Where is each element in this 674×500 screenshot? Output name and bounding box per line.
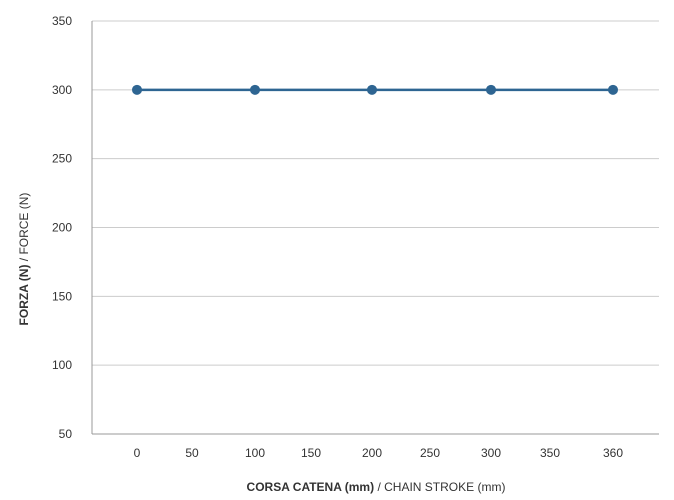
- x-tick-label: 150: [301, 446, 321, 460]
- y-axis-title: FORZA (N) / FORCE (N): [17, 193, 31, 326]
- x-tick-label: 360: [603, 446, 623, 460]
- x-tick-label: 0: [134, 446, 141, 460]
- x-tick-label: 250: [420, 446, 440, 460]
- y-tick-label: 50: [59, 427, 73, 441]
- axes: [91, 21, 659, 435]
- x-tick-label: 300: [481, 446, 501, 460]
- y-tick-label: 200: [52, 221, 72, 235]
- x-tick-label: 350: [540, 446, 560, 460]
- y-tick-labels: 50 100 150 200 250 300 350: [52, 14, 72, 441]
- x-tick-labels: 0 50 100 150 200 250 300 350 360: [134, 446, 624, 460]
- data-point: [486, 84, 496, 95]
- x-axis-title: CORSA CATENA (mm) / CHAIN STROKE (mm): [247, 480, 506, 494]
- y-tick-label: 350: [52, 14, 72, 28]
- y-tick-label: 300: [52, 83, 72, 97]
- x-tick-label: 100: [245, 446, 265, 460]
- data-point: [132, 84, 142, 95]
- x-tick-label: 200: [362, 446, 382, 460]
- y-tick-label: 150: [52, 289, 72, 303]
- data-point: [608, 84, 618, 95]
- y-tick-label: 100: [52, 358, 72, 372]
- y-axis-title-main: FORZA (N): [17, 265, 31, 326]
- y-axis-title-secondary: / FORCE (N): [17, 193, 31, 265]
- data-point: [367, 84, 377, 95]
- data-point: [250, 84, 260, 95]
- x-axis-title-main: CORSA CATENA (mm): [247, 480, 375, 494]
- y-tick-label: 250: [52, 152, 72, 166]
- x-tick-label: 50: [185, 446, 199, 460]
- series-layer: [132, 84, 618, 95]
- x-axis-title-secondary: / CHAIN STROKE (mm): [374, 480, 505, 494]
- gridlines: [92, 20, 659, 366]
